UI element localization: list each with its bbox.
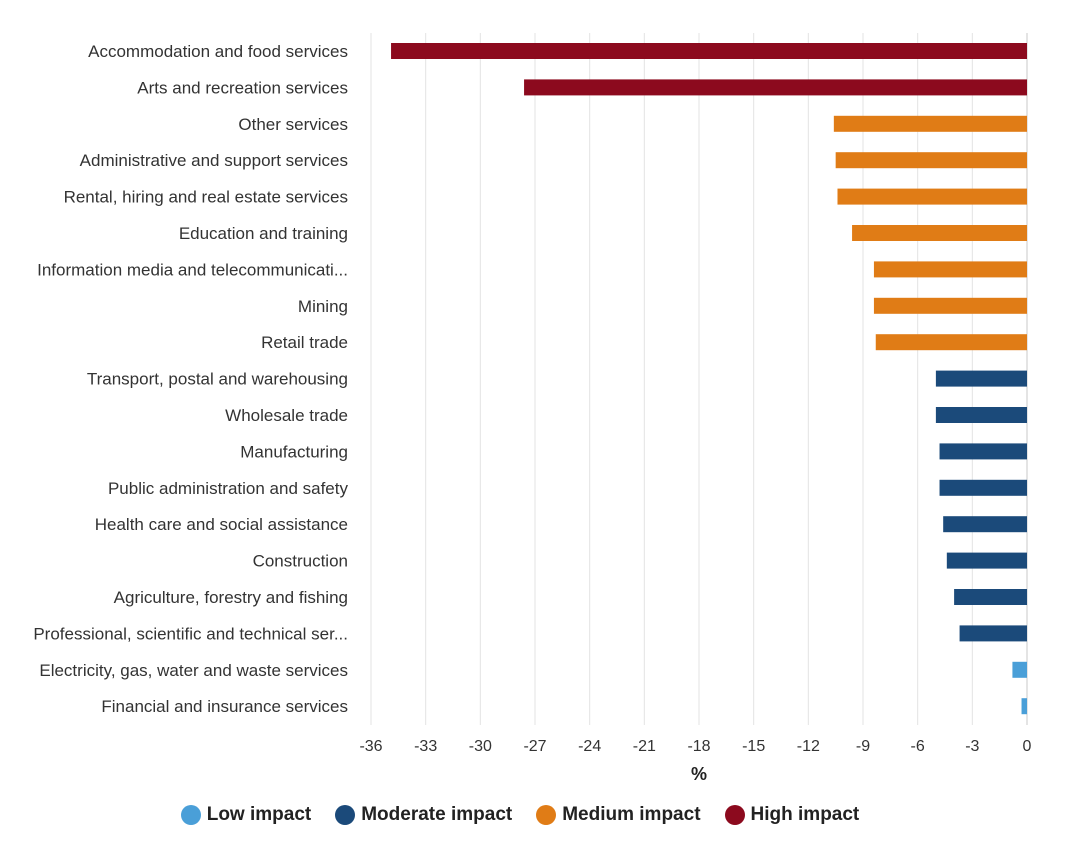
legend-swatch bbox=[536, 805, 557, 825]
legend-item-medium[interactable]: Medium impact bbox=[536, 804, 701, 826]
bar[interactable] bbox=[1021, 698, 1027, 715]
category-label: Administrative and support services bbox=[80, 151, 348, 170]
bar[interactable] bbox=[959, 625, 1027, 642]
x-tick-label: -24 bbox=[578, 738, 601, 755]
legend-label: High impact bbox=[750, 804, 860, 825]
category-label: Retail trade bbox=[261, 333, 348, 352]
legend-swatch bbox=[724, 805, 745, 825]
bar[interactable] bbox=[935, 407, 1027, 423]
category-label: Rental, hiring and real estate services bbox=[64, 188, 348, 207]
category-label: Health care and social assistance bbox=[95, 515, 348, 534]
x-tick-label: -33 bbox=[414, 738, 437, 755]
x-tick-label: -12 bbox=[797, 738, 820, 755]
bar[interactable] bbox=[524, 79, 1027, 96]
x-tick-labels: -36 -33 -30 -27 -24 -21 -18 -15 -12 -9 -6 -3 0 bbox=[359, 738, 1031, 755]
x-axis-title: % bbox=[691, 764, 707, 784]
x-tick-label: -3 bbox=[965, 738, 979, 755]
category-label: Professional, scientific and technical s… bbox=[33, 624, 348, 643]
bar[interactable] bbox=[852, 225, 1027, 241]
legend-swatch bbox=[180, 805, 201, 825]
bar-chart: Accommodation and food services Arts and … bbox=[33, 33, 1032, 784]
legend-label: Medium impact bbox=[562, 804, 701, 825]
category-label: Public administration and safety bbox=[108, 479, 349, 498]
category-label: Construction bbox=[253, 552, 348, 571]
legend-item-low[interactable]: Low impact bbox=[180, 804, 312, 826]
bar[interactable] bbox=[873, 261, 1027, 278]
legend-label: Moderate impact bbox=[361, 804, 513, 825]
x-tick-label: -21 bbox=[633, 738, 656, 755]
x-tick-label: -6 bbox=[911, 738, 925, 755]
category-label: Agriculture, forestry and fishing bbox=[114, 588, 348, 607]
bar[interactable] bbox=[939, 443, 1027, 460]
bar[interactable] bbox=[873, 297, 1027, 314]
legend-item-high[interactable]: High impact bbox=[724, 804, 860, 826]
x-tick-label: -27 bbox=[523, 738, 546, 755]
bar[interactable] bbox=[1012, 661, 1027, 678]
legend-item-moderate[interactable]: Moderate impact bbox=[335, 804, 512, 826]
gridlines bbox=[370, 33, 1028, 725]
bar[interactable] bbox=[943, 516, 1027, 533]
bar[interactable] bbox=[939, 479, 1027, 496]
category-label: Financial and insurance services bbox=[101, 697, 348, 716]
bars bbox=[391, 43, 1027, 715]
x-tick-label: -9 bbox=[856, 738, 870, 755]
category-label: Transport, postal and warehousing bbox=[87, 370, 348, 389]
legend-label: Low impact bbox=[206, 804, 312, 825]
legend: Low impact Moderate impact Medium impact Hi… bbox=[0, 804, 1040, 826]
category-labels: Accommodation and food services Arts and … bbox=[33, 42, 348, 716]
category-label: Mining bbox=[298, 297, 348, 316]
legend-swatch bbox=[335, 805, 356, 825]
category-label: Electricity, gas, water and waste servic… bbox=[39, 661, 348, 680]
category-label: Wholesale trade bbox=[225, 406, 348, 425]
x-tick-label: -18 bbox=[687, 738, 710, 755]
bar[interactable] bbox=[833, 115, 1027, 132]
x-tick-label: -36 bbox=[359, 738, 382, 755]
bar[interactable] bbox=[954, 589, 1027, 605]
x-tick-label: -15 bbox=[742, 738, 765, 755]
category-label: Education and training bbox=[179, 224, 348, 243]
category-label: Arts and recreation services bbox=[137, 78, 348, 97]
bar[interactable] bbox=[875, 334, 1027, 351]
bar[interactable] bbox=[935, 370, 1027, 387]
bar[interactable] bbox=[391, 43, 1027, 59]
x-tick-label: 0 bbox=[1023, 738, 1032, 755]
category-label: Manufacturing bbox=[240, 442, 348, 461]
category-label: Other services bbox=[238, 115, 348, 134]
bar[interactable] bbox=[946, 552, 1027, 569]
bar[interactable] bbox=[837, 188, 1027, 205]
bar[interactable] bbox=[835, 152, 1027, 169]
category-label: Accommodation and food services bbox=[88, 42, 348, 61]
category-label: Information media and telecommunicati... bbox=[37, 260, 348, 279]
x-tick-label: -30 bbox=[469, 738, 492, 755]
